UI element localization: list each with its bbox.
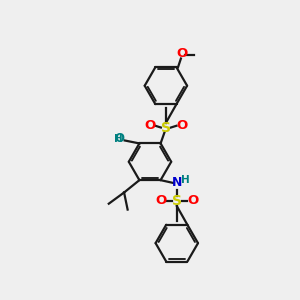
Text: N: N bbox=[172, 176, 182, 189]
Text: S: S bbox=[172, 194, 182, 208]
Text: O: O bbox=[176, 119, 188, 132]
Text: O: O bbox=[188, 194, 199, 207]
Text: S: S bbox=[161, 121, 171, 135]
Text: H: H bbox=[114, 134, 122, 144]
Text: O: O bbox=[144, 119, 155, 132]
Text: O: O bbox=[155, 194, 166, 207]
Text: O: O bbox=[176, 47, 187, 60]
Text: O: O bbox=[115, 132, 125, 145]
Text: H: H bbox=[181, 175, 189, 185]
